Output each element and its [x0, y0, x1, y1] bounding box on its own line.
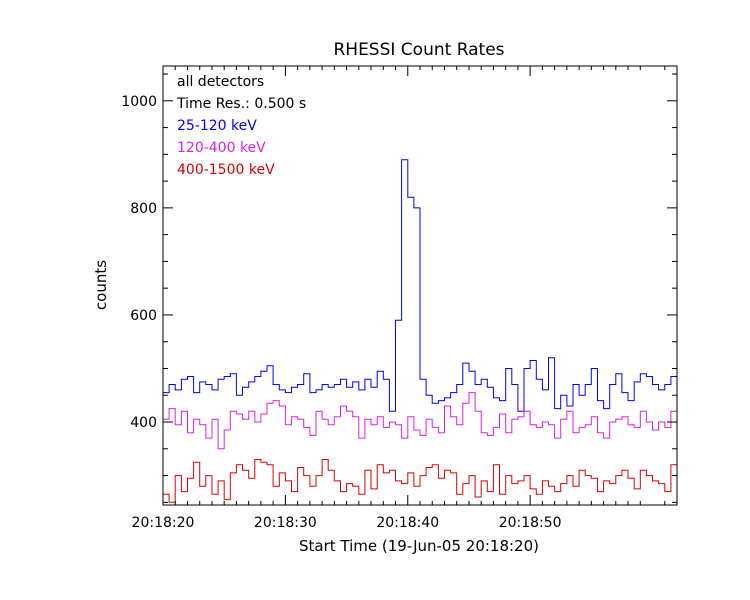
- x-tick-label: 20:18:20: [132, 515, 195, 531]
- x-tick-label: 20:18:50: [499, 515, 562, 531]
- series-line-1: [163, 159, 677, 412]
- y-axis-label: counts: [92, 260, 110, 310]
- y-tick-label: 600: [130, 308, 157, 324]
- y-tick-label: 800: [130, 201, 157, 217]
- chart-title: RHESSI Count Rates: [333, 40, 504, 60]
- y-tick-label: 400: [130, 415, 157, 431]
- legend-entry: 400-1500 keV: [177, 162, 275, 178]
- x-tick-label: 20:18:40: [376, 515, 439, 531]
- y-tick-label: 1000: [121, 94, 157, 110]
- legend-annotation: all detectors: [177, 74, 264, 90]
- series-line-3: [163, 459, 677, 503]
- x-tick-label: 20:18:30: [254, 515, 317, 531]
- legend-annotation: Time Res.: 0.500 s: [176, 96, 306, 112]
- legend-entry: 120-400 keV: [177, 140, 266, 156]
- legend-entry: 25-120 keV: [177, 118, 257, 134]
- series-line-2: [163, 392, 677, 450]
- x-axis-label: Start Time (19-Jun-05 20:18:20): [299, 537, 539, 555]
